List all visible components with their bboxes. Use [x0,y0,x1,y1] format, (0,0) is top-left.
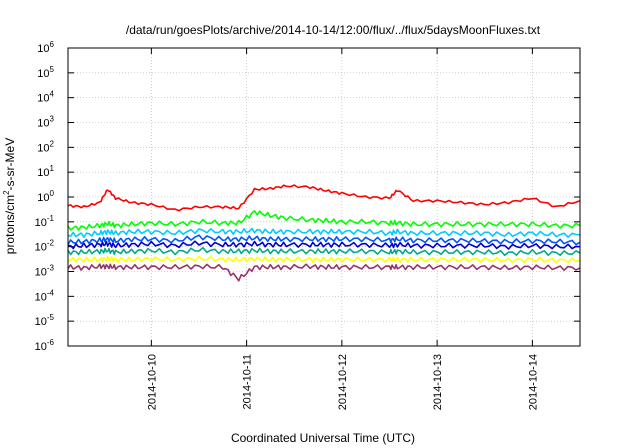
series-line-6 [67,246,581,256]
y-tick-label: 101 [37,164,54,179]
y-tick-label: 105 [37,65,54,80]
y-tick-label: 10-4 [35,288,55,303]
grid-lines [68,47,580,347]
series-line-7 [67,255,581,264]
y-tick-label: 102 [37,139,54,154]
x-tick-label: 2014-10-12 [337,354,349,410]
x-axis-label: Coordinated Universal Time (UTC) [231,431,415,445]
y-tick-label: 103 [37,115,54,130]
x-tick-label: 2014-10-11 [242,354,254,409]
x-tick-label: 2014-10-14 [527,354,539,410]
y-axis-label-base: protons/cm [3,195,17,254]
series-line-1 [67,184,581,212]
y-tick-label: 106 [37,40,54,55]
y-tick-label: 104 [37,90,54,105]
x-tick-label: 2014-10-10 [146,354,158,410]
y-axis-label-rest: -s-sr-MeV [3,138,17,191]
y-tick-labels: 10-6 10-5 10-4 10-3 10-2 10-1 100 101 102 103 104 1… [35,40,55,353]
plot-frame [67,47,581,347]
y-tick-label: 10-5 [35,313,55,328]
series-lines [67,184,581,282]
y-axis-label-exponent: 2 [2,190,11,195]
y-tick-label: 100 [37,189,54,204]
x-tick-labels: 2014-10-10 2014-10-11 2014-10-12 2014-10-13… [146,354,539,410]
series-line-3 [67,227,581,238]
series-line-4 [67,234,581,246]
y-tick-label: 10-3 [35,264,55,279]
y-tick-label: 10-1 [35,214,55,229]
y-tick-label: 10-6 [35,338,55,353]
y-tick-label: 10-2 [35,239,55,254]
series-line-2 [67,210,581,231]
x-tick-label: 2014-10-13 [432,354,444,410]
chart-title: /data/run/goesPlots/archive/2014-10-14/1… [126,23,541,37]
series-line-8 [67,263,581,282]
y-axis-label: protons/cm2-s-sr-MeV [2,138,17,254]
series-line-5 [67,240,581,250]
